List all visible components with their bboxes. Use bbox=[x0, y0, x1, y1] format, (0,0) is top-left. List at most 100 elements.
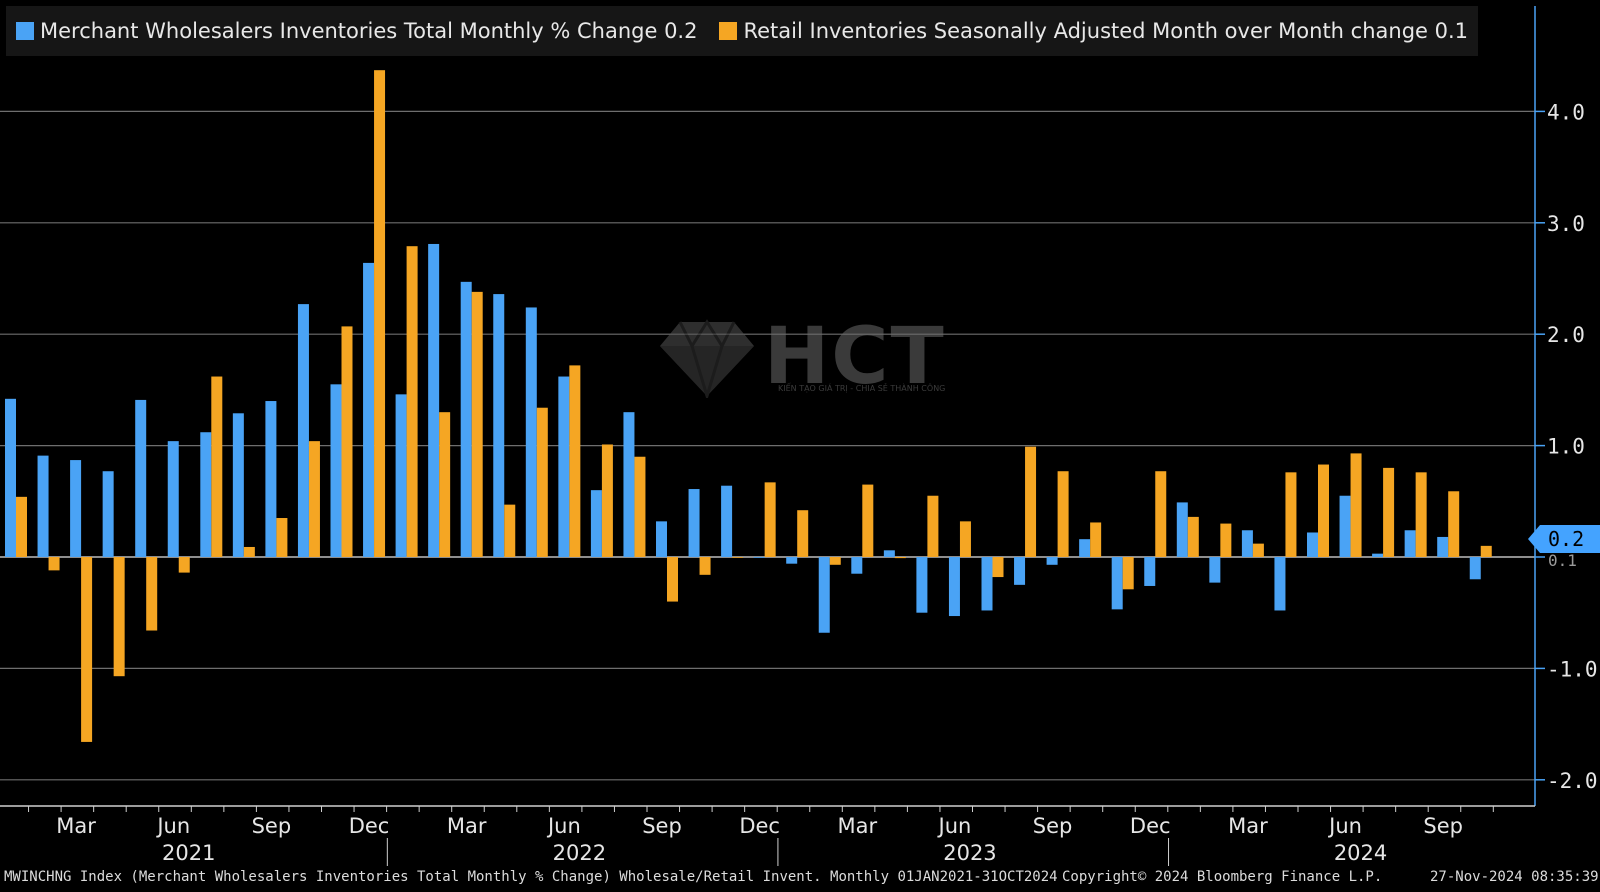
retail-bar bbox=[374, 70, 386, 557]
x-month-label: Mar bbox=[56, 814, 96, 838]
retail-bar bbox=[308, 441, 320, 557]
wholesale-bar bbox=[395, 394, 407, 557]
y-tick-label: 1.0 bbox=[1547, 435, 1585, 459]
retail-bar bbox=[829, 557, 841, 565]
wholesale-bar bbox=[1046, 557, 1058, 565]
wholesale-bar bbox=[525, 307, 537, 557]
y-tick-label: 3.0 bbox=[1547, 212, 1585, 236]
wholesale-bar bbox=[1176, 502, 1188, 557]
wholesale-bar bbox=[753, 557, 765, 558]
wholesale-bar bbox=[1144, 557, 1156, 586]
x-month-label: Sep bbox=[252, 814, 292, 838]
retail-bar bbox=[699, 557, 711, 575]
wholesale-bar bbox=[1274, 557, 1286, 611]
wholesale-bar bbox=[851, 557, 863, 574]
wholesale-bar bbox=[1372, 553, 1384, 557]
wholesale-bar bbox=[1241, 530, 1253, 557]
retail-bar bbox=[1025, 446, 1037, 557]
retail-bar bbox=[341, 326, 353, 557]
wholesale-bar bbox=[265, 401, 277, 557]
x-month-label: Mar bbox=[837, 814, 877, 838]
x-year-label: 2024 bbox=[1334, 841, 1387, 865]
retail-bar bbox=[601, 444, 613, 557]
footer-copyright: Copyright© 2024 Bloomberg Finance L.P. bbox=[1062, 869, 1383, 885]
last-value-badge: 0.2 bbox=[1528, 525, 1600, 553]
wholesale-bar bbox=[1014, 557, 1026, 585]
x-year-label: 2021 bbox=[162, 841, 215, 865]
retail-bar bbox=[732, 557, 744, 558]
wholesale-bar bbox=[1111, 557, 1123, 610]
legend: Merchant Wholesalers Inventories Total M… bbox=[6, 6, 1479, 56]
retail-bar bbox=[1122, 557, 1134, 590]
retail-bar bbox=[667, 557, 678, 602]
wholesale-bar bbox=[1437, 536, 1449, 557]
y-tick-label: -2.0 bbox=[1547, 769, 1598, 793]
legend-label-wholesalers: Merchant Wholesalers Inventories Total M… bbox=[40, 19, 698, 43]
x-month-label: Dec bbox=[739, 814, 780, 838]
y-tick-label: 4.0 bbox=[1547, 100, 1585, 124]
footer-timestamp: 27-Nov-2024 08:35:39 bbox=[1430, 869, 1599, 885]
retail-bar bbox=[1090, 522, 1102, 557]
x-month-label: Sep bbox=[1033, 814, 1073, 838]
x-month-label: Mar bbox=[1228, 814, 1268, 838]
wholesale-bar bbox=[297, 304, 309, 557]
footer-description: MWINCHNG Index (Merchant Wholesalers Inv… bbox=[4, 869, 1058, 885]
x-month-label: Sep bbox=[642, 814, 682, 838]
legend-swatch-wholesalers bbox=[16, 22, 34, 40]
watermark-tagline: KIẾN TẠO GIÁ TRỊ - CHIA SẺ THÀNH CÔNG bbox=[778, 384, 946, 393]
retail-bar bbox=[146, 557, 158, 631]
retail-bar bbox=[959, 521, 971, 557]
x-month-label: Jun bbox=[937, 814, 972, 838]
retail-bar bbox=[439, 412, 451, 557]
watermark: HCT KIẾN TẠO GIÁ TRỊ - CHIA SẺ THÀNH CÔN… bbox=[652, 312, 952, 408]
retail-bar bbox=[862, 484, 874, 557]
wholesale-bar bbox=[981, 557, 993, 611]
retail-bar bbox=[927, 495, 939, 557]
wholesale-bar bbox=[70, 460, 82, 557]
retail-bar bbox=[1285, 472, 1297, 557]
retail-bar bbox=[536, 407, 548, 557]
wholesale-bar bbox=[916, 557, 928, 613]
y-tick-label: -1.0 bbox=[1547, 657, 1598, 681]
retail-bar bbox=[1252, 543, 1264, 557]
retail-bar bbox=[178, 557, 190, 573]
x-year-label: 2023 bbox=[943, 841, 996, 865]
wholesale-bar bbox=[883, 550, 895, 557]
y-tick-label: 2.0 bbox=[1547, 323, 1585, 347]
x-month-label: Jun bbox=[155, 814, 190, 838]
retail-bar bbox=[1415, 472, 1427, 557]
retail-bar bbox=[1480, 545, 1492, 557]
wholesale-bar bbox=[460, 281, 472, 557]
wholesale-bar bbox=[688, 489, 700, 557]
retail-bar bbox=[504, 504, 516, 557]
wholesale-bar bbox=[786, 557, 798, 564]
retail-bar bbox=[1318, 464, 1329, 557]
retail-bar bbox=[471, 291, 483, 557]
wholesale-bar bbox=[232, 413, 244, 557]
retail-bar bbox=[894, 557, 906, 559]
wholesale-bar bbox=[330, 384, 342, 557]
retail-bar bbox=[1350, 453, 1362, 557]
legend-label-retail: Retail Inventories Seasonally Adjusted M… bbox=[743, 19, 1469, 43]
wholesale-bar bbox=[1079, 539, 1091, 557]
retail-bar bbox=[1448, 491, 1460, 557]
legend-item-wholesalers: Merchant Wholesalers Inventories Total M… bbox=[16, 19, 697, 43]
wholesale-bar bbox=[1307, 532, 1318, 557]
wholesale-bar bbox=[1404, 530, 1416, 557]
wholesale-bar bbox=[1209, 557, 1221, 583]
wholesale-bar bbox=[102, 471, 114, 557]
watermark-text: HCT bbox=[764, 312, 946, 402]
wholesale-bar bbox=[1469, 557, 1481, 580]
wholesale-bar bbox=[5, 398, 16, 557]
retail-bar bbox=[243, 546, 255, 557]
wholesale-bar bbox=[1339, 495, 1351, 557]
wholesale-bar bbox=[363, 262, 375, 557]
wholesale-bar bbox=[948, 557, 960, 617]
retail-bar bbox=[764, 482, 776, 557]
retail-bar bbox=[48, 557, 60, 571]
x-month-label: Jun bbox=[546, 814, 581, 838]
retail-bar bbox=[16, 496, 27, 557]
retail-bar bbox=[1057, 471, 1069, 557]
diamond-logo-icon bbox=[660, 319, 754, 402]
